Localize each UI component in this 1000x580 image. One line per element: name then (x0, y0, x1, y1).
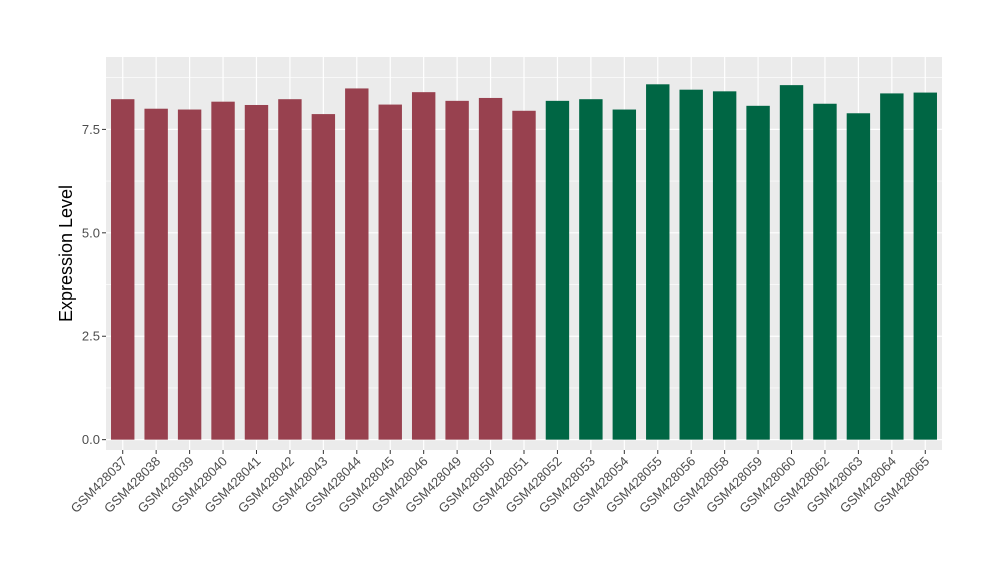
bar-GSM428039 (177, 109, 202, 440)
bar-GSM428062 (813, 103, 837, 440)
bar-GSM428052 (545, 100, 570, 440)
bar-GSM428060 (779, 85, 804, 440)
bar-GSM428058 (712, 91, 737, 440)
y-axis-title: Expression Level (56, 185, 76, 322)
y-tick-label: 0.0 (82, 432, 100, 447)
y-tick-label: 7.5 (82, 122, 100, 137)
bars (111, 84, 937, 440)
y-tick-label: 2.5 (82, 329, 100, 344)
bar-GSM428059 (746, 105, 770, 440)
bar-GSM428063 (846, 113, 871, 440)
bar-GSM428046 (411, 92, 436, 440)
y-axis: 0.0 2.5 5.0 7.5 (82, 122, 106, 447)
bar-GSM428065 (913, 92, 937, 440)
bar-GSM428043 (311, 114, 336, 440)
bar-GSM428037 (111, 99, 135, 440)
bar-GSM428044 (345, 88, 369, 440)
bar-GSM428051 (512, 110, 536, 440)
bar-GSM428064 (880, 93, 904, 440)
bar-GSM428050 (478, 97, 503, 440)
bar-GSM428042 (278, 99, 302, 440)
bar-GSM428040 (211, 101, 235, 440)
y-tick-label: 5.0 (82, 225, 100, 240)
bar-GSM428049 (445, 100, 469, 440)
bar-GSM428041 (244, 104, 269, 440)
bar-GSM428045 (378, 104, 402, 440)
bar-GSM428054 (612, 109, 637, 440)
bar-GSM428056 (679, 89, 703, 440)
bar-GSM428053 (579, 99, 603, 440)
x-axis: GSM428037GSM428038GSM428039GSM428040GSM4… (68, 450, 932, 516)
bar-GSM428055 (646, 84, 670, 440)
bar-GSM428038 (144, 108, 168, 440)
